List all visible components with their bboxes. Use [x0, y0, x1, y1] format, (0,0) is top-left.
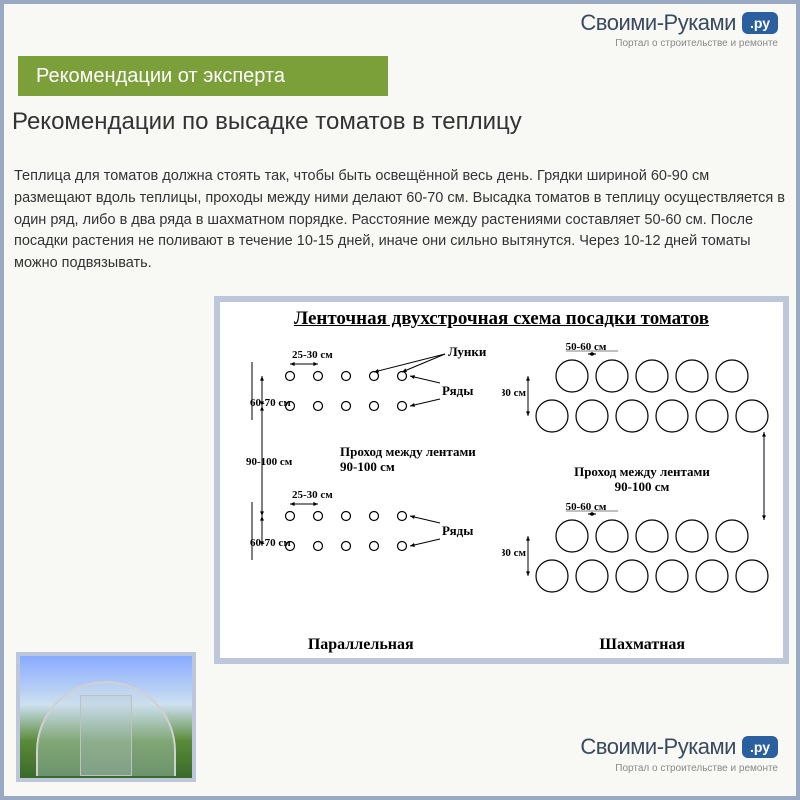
greenhouse-icon — [36, 681, 176, 776]
planting-diagram: Ленточная двухстрочная схема посадки том… — [214, 296, 789, 664]
page: Своими-Руками .ру Портал о строительстве… — [0, 0, 800, 800]
brand-subtitle-bottom: Портал о строительстве и ремонте — [615, 763, 778, 774]
brand-main-text-bottom: Своими-Руками — [580, 734, 736, 760]
svg-text:90-100 см: 90-100 см — [246, 456, 293, 468]
diagram-columns: 25-30 см 60-70 см Ряды 25-30 см 60-70 см Ряды… — [220, 336, 783, 658]
chess-scheme-svg: 50-60 см75-80 см50-60 см75-80 смПроход м… — [502, 336, 782, 636]
svg-text:25-30 см: 25-30 см — [292, 349, 333, 361]
brand-main-text: Своими-Руками — [580, 10, 736, 36]
greenhouse-thumbnail — [16, 652, 196, 782]
svg-text:Проход между лентами90-100 см: Проход между лентами90-100 см — [340, 444, 476, 474]
right-scheme-name: Шахматная — [502, 636, 784, 654]
parallel-scheme-svg: 25-30 см 60-70 см Ряды 25-30 см 60-70 см Ряды… — [220, 336, 500, 636]
left-scheme-name: Параллельная — [220, 636, 502, 654]
brand-badge-bottom: .ру — [742, 736, 778, 758]
svg-text:60-70 см: 60-70 см — [250, 397, 291, 409]
brand-badge: .ру — [742, 12, 778, 34]
svg-text:Ряды: Ряды — [442, 383, 473, 398]
page-title: Рекомендации по высадке томатов в теплиц… — [12, 108, 522, 136]
brand-subtitle-top: Портал о строительстве и ремонте — [615, 38, 778, 49]
diagram-right-column: 50-60 см75-80 см50-60 см75-80 смПроход м… — [502, 336, 784, 658]
main-paragraph: Теплица для томатов должна стоять так, ч… — [14, 166, 786, 275]
brand-logo-bottom: Своими-Руками .ру — [580, 734, 778, 760]
svg-text:75-80 см: 75-80 см — [502, 547, 526, 559]
svg-text:Проход между лентами90-100 см: Проход между лентами90-100 см — [574, 464, 710, 494]
svg-text:Лунки: Лунки — [448, 344, 487, 359]
svg-text:75-80 см: 75-80 см — [502, 387, 526, 399]
svg-text:60-70 см: 60-70 см — [250, 537, 291, 549]
expert-banner-text: Рекомендации от эксперта — [36, 65, 285, 88]
svg-text:25-30 см: 25-30 см — [292, 489, 333, 501]
diagram-title: Ленточная двухстрочная схема посадки том… — [220, 302, 783, 336]
brand-logo-top: Своими-Руками .ру — [580, 10, 778, 36]
svg-text:Ряды: Ряды — [442, 523, 473, 538]
diagram-left-column: 25-30 см 60-70 см Ряды 25-30 см 60-70 см Ряды… — [220, 336, 502, 658]
expert-banner: Рекомендации от эксперта — [18, 56, 388, 96]
